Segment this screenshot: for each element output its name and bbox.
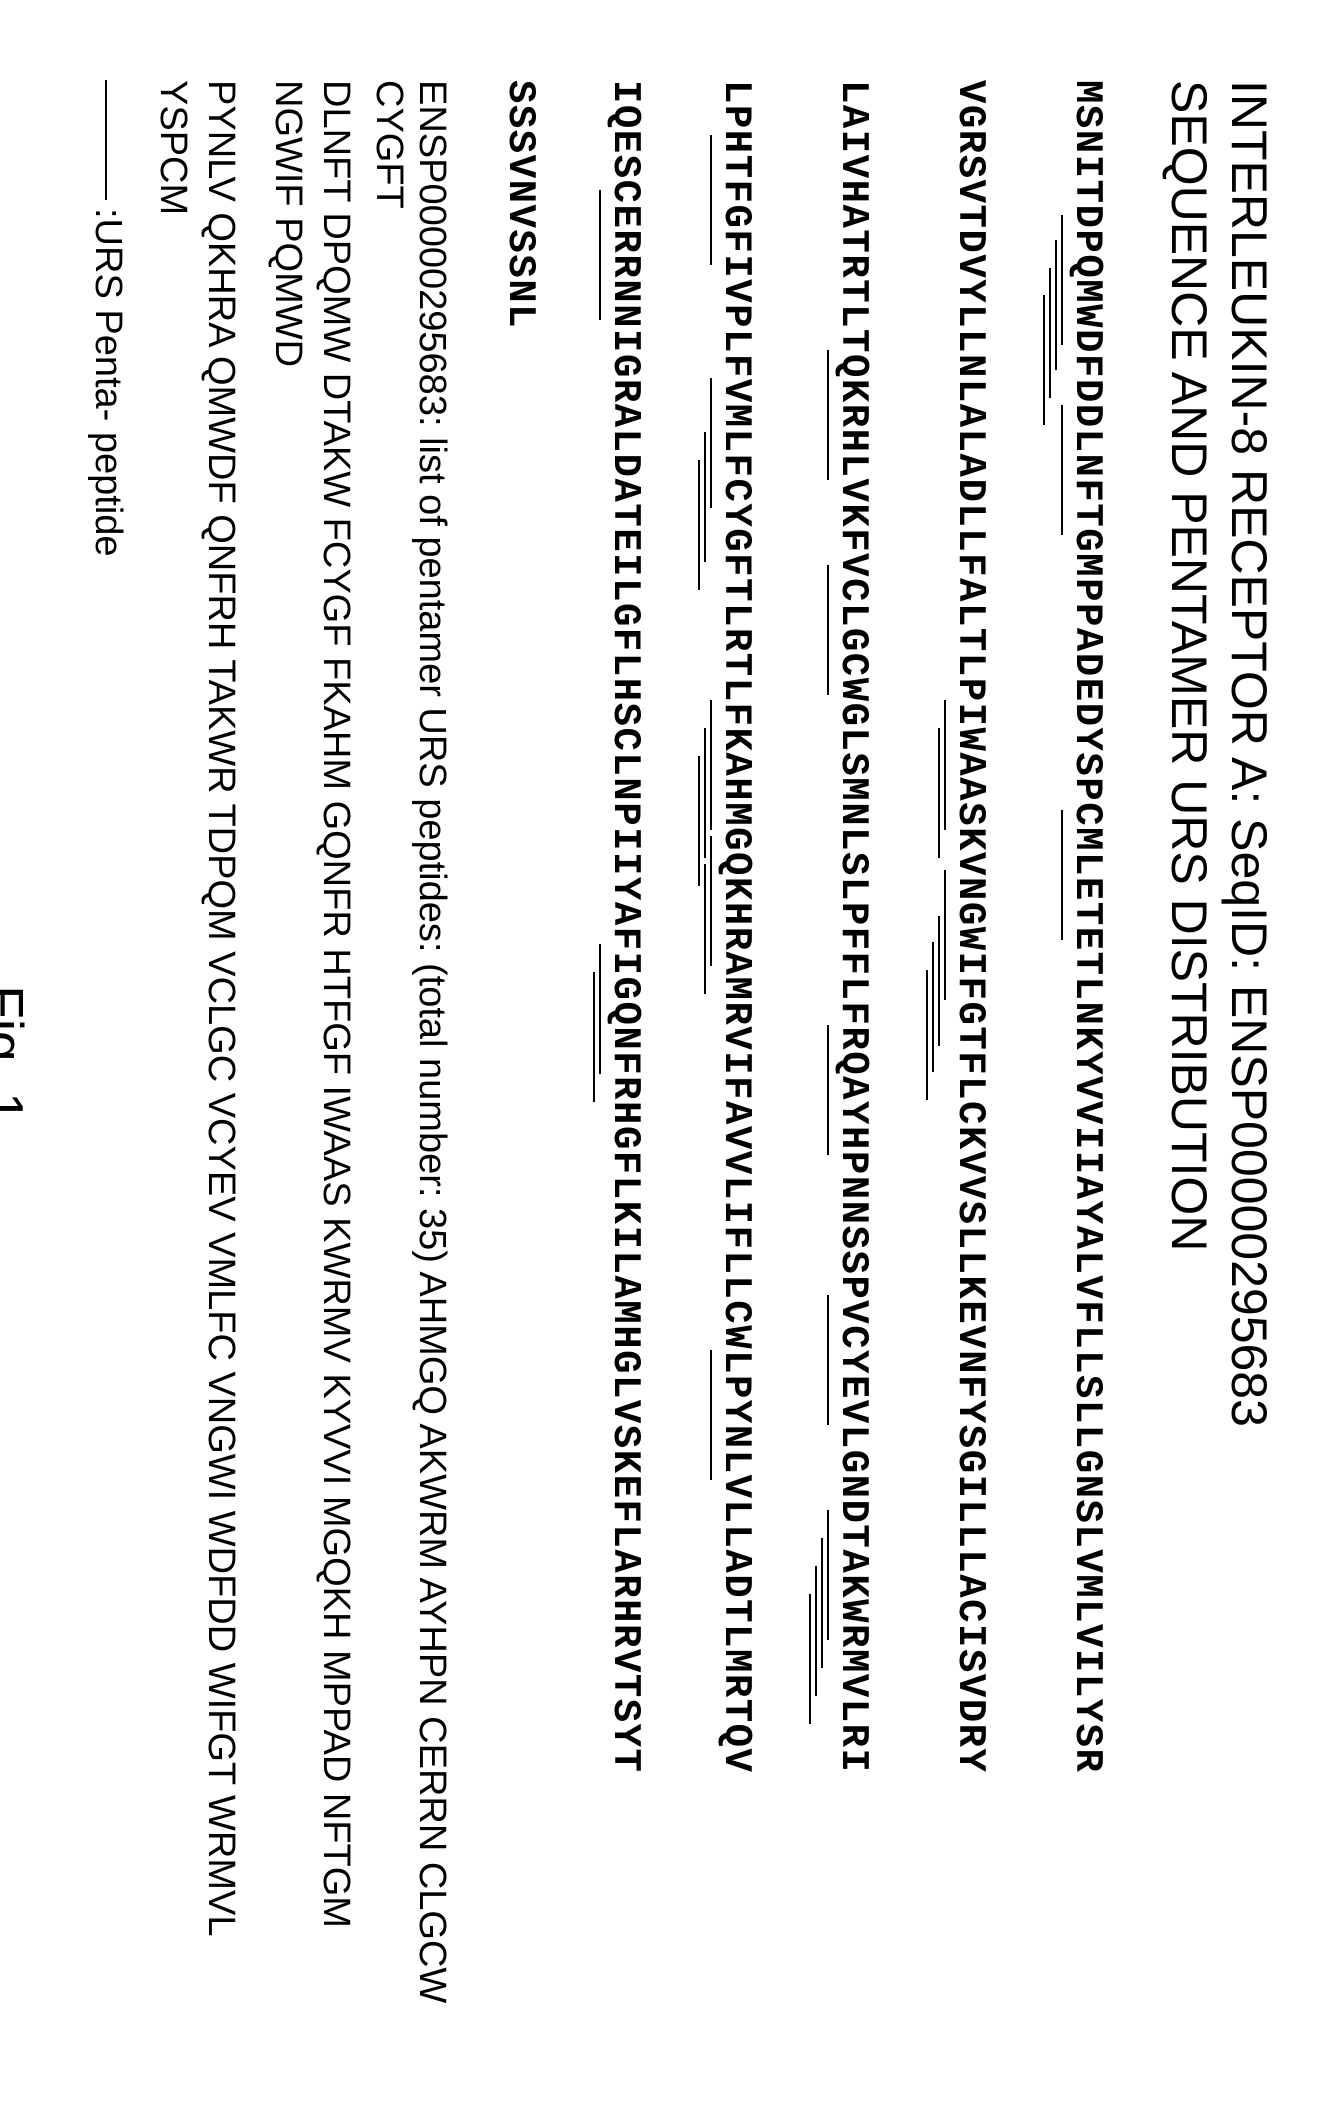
urs-underline <box>926 970 928 1100</box>
urs-underline <box>710 836 712 966</box>
sequence-text: IQESCERRNNIGRALDATEILGFLHSCLNPIIYAFIGQNF… <box>603 80 647 2028</box>
urs-underline <box>710 378 712 508</box>
urs-underline <box>827 1295 829 1425</box>
urs-underline <box>932 942 934 1072</box>
urs-underline <box>599 944 601 1074</box>
sequence-text: LPHTFGFIVPLFVMLFCYGFTLRTLFKAHMGQKHRAMRVI… <box>714 80 758 2028</box>
underline-stack <box>920 80 946 2028</box>
urs-underline <box>815 1566 817 1696</box>
urs-underline <box>938 916 940 1046</box>
pentamer-list-line3: PYNLV QKHRA QMWDF QNFRH TAKWR TDPQM VCLG… <box>149 80 244 2028</box>
urs-underline <box>827 1510 829 1640</box>
sequence-row: VGRSVTDVYLLNLALADLLFALTLPIWAASKVNGWIFGTF… <box>920 80 992 2028</box>
sequence-row: LPHTFGFIVPLFVMLFCYGFTLRTLFKAHMGQKHRAMRVI… <box>692 80 758 2028</box>
sequence-row: LAIVHATRTLTQKRHLVKFVCLGCWGLSMNLSLPFFLFRQ… <box>803 80 875 2028</box>
sequence-row: SSSVNVSSNL <box>498 80 542 2028</box>
sequence-text: MSNITDPQMWDFDDLNFTGMPPADEDYSPCMLETETLNKY… <box>1065 80 1109 2028</box>
pentamer-list-header: ENSP00000295683: list of pentamer URS pe… <box>367 80 453 2028</box>
urs-underline <box>944 700 946 830</box>
urs-underline <box>698 460 700 590</box>
underline-stack <box>692 80 712 2028</box>
title-line-2: SEQUENCE AND PENTAMER URS DISTRIBUTION <box>1159 80 1219 2028</box>
urs-underline <box>704 864 706 994</box>
underline-stack <box>587 80 601 2028</box>
urs-underline <box>1061 810 1063 940</box>
urs-underline <box>938 728 940 858</box>
pentamer-list-line2: DLNFT DPQMW DTAKW FCYGF FKAHM GQNFR HTFG… <box>264 80 359 2028</box>
page-title: INTERLEUKIN-8 RECEPTOR A: SeqID: ENSP000… <box>1159 80 1279 2028</box>
urs-underline <box>704 728 706 858</box>
underline-stack <box>1037 80 1063 2028</box>
legend: :URS Penta- peptide <box>86 80 129 2028</box>
sequence-row: IQESCERRNNIGRALDATEILGFLHSCLNPIIYAFIGQNF… <box>587 80 647 2028</box>
urs-underline <box>710 700 712 830</box>
urs-underline <box>704 432 706 562</box>
urs-underline <box>821 1538 823 1668</box>
urs-underline <box>1049 268 1051 398</box>
urs-underline <box>809 1594 811 1724</box>
urs-underline <box>698 756 700 886</box>
title-line-1: INTERLEUKIN-8 RECEPTOR A: SeqID: ENSP000… <box>1219 80 1279 2028</box>
urs-underline <box>1061 405 1063 535</box>
urs-underline <box>710 135 712 265</box>
sequences-container: MSNITDPQMWDFDDLNFTGMPPADEDYSPCMLETETLNKY… <box>498 80 1109 2028</box>
urs-underline <box>710 1350 712 1480</box>
legend-underline-icon <box>105 80 107 200</box>
urs-underline <box>593 972 595 1102</box>
sequence-text: SSSVNVSSNL <box>498 80 542 2028</box>
sequence-row: MSNITDPQMWDFDDLNFTGMPPADEDYSPCMLETETLNKY… <box>1037 80 1109 2028</box>
urs-underline <box>1055 240 1057 370</box>
urs-underline <box>827 565 829 695</box>
sequence-text: LAIVHATRTLTQKRHLVKFVCLGCWGLSMNLSLPFFLFRQ… <box>831 80 875 2028</box>
legend-text: :URS Penta- peptide <box>87 208 129 557</box>
urs-underline <box>1061 215 1063 345</box>
underline-stack <box>803 80 829 2028</box>
urs-underline <box>944 870 946 1000</box>
urs-underline <box>599 190 601 320</box>
sequence-text: VGRSVTDVYLLNLALADLLFALTLPIWAASKVNGWIFGTF… <box>948 80 992 2028</box>
figure-label: Fig. 1 <box>0 80 36 2028</box>
urs-underline <box>1043 295 1045 425</box>
urs-underline <box>827 1025 829 1155</box>
urs-underline <box>827 350 829 480</box>
